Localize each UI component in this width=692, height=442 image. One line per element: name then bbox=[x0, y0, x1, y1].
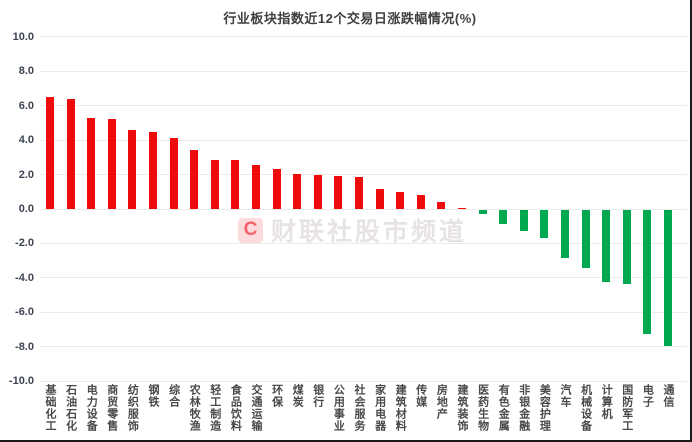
x-axis-label-钢铁: 钢铁 bbox=[147, 384, 159, 408]
x-axis-label-基础化工: 基础化工 bbox=[44, 384, 56, 432]
bar-环保 bbox=[272, 168, 281, 209]
x-axis-label-电子: 电子 bbox=[641, 384, 654, 408]
bar-交通运输 bbox=[252, 165, 260, 209]
gridline bbox=[40, 105, 687, 107]
bar-电力设备 bbox=[87, 117, 96, 209]
x-axis-label-纺织服饰: 纺织服饰 bbox=[126, 384, 139, 432]
y-axis-tick-label: 8.0 bbox=[18, 65, 34, 78]
gridline bbox=[40, 346, 687, 348]
bar-有色金属 bbox=[499, 210, 508, 224]
x-axis-label-煤炭: 煤炭 bbox=[291, 384, 304, 408]
x-axis-label-传媒: 传媒 bbox=[414, 384, 427, 408]
x-axis-label-公用事业: 公用事业 bbox=[332, 384, 345, 432]
bar-房地产 bbox=[437, 202, 446, 209]
bar-农林牧渔 bbox=[190, 149, 199, 209]
bar-汽车 bbox=[561, 210, 569, 259]
bar-电子 bbox=[643, 210, 652, 335]
bar-传媒 bbox=[416, 195, 425, 209]
bar-纺织服饰 bbox=[128, 129, 137, 209]
gridline bbox=[40, 380, 687, 382]
y-axis-tick-label: -2.0 bbox=[15, 237, 34, 250]
gridline bbox=[40, 277, 687, 279]
y-axis-tick-label: -8.0 bbox=[15, 340, 34, 353]
x-axis-label-社会服务: 社会服务 bbox=[353, 384, 365, 432]
x-axis-label-家用电器: 家用电器 bbox=[373, 384, 386, 432]
gridline bbox=[40, 70, 687, 72]
chart-title: 行业板块指数近12个交易日涨跌幅情况(%) bbox=[223, 11, 477, 26]
x-axis-label-房地产: 房地产 bbox=[435, 384, 448, 420]
x-axis-label-综合: 综合 bbox=[167, 384, 180, 408]
x-axis-label-国防军工: 国防军工 bbox=[620, 384, 633, 432]
bar-美容护理 bbox=[540, 210, 549, 239]
x-axis-label-建筑装饰: 建筑装饰 bbox=[456, 384, 468, 432]
gridline bbox=[40, 242, 687, 244]
bar-非银金融 bbox=[519, 210, 528, 231]
x-axis-label-交通运输: 交通运输 bbox=[250, 384, 262, 432]
bar-商贸零售 bbox=[107, 118, 116, 209]
y-axis-tick-label: 0.0 bbox=[18, 203, 34, 215]
gridline bbox=[40, 208, 687, 210]
bar-钢铁 bbox=[149, 132, 157, 209]
x-axis-label-医药生物: 医药生物 bbox=[476, 384, 489, 432]
bar-公用事业 bbox=[334, 176, 343, 209]
y-axis-tick-label: 6.0 bbox=[18, 99, 34, 112]
bar-石油石化 bbox=[66, 98, 75, 209]
x-axis-label-有色金属: 有色金属 bbox=[497, 384, 510, 432]
x-axis-label-计算机: 计算机 bbox=[600, 384, 613, 420]
cailianshe-logo-icon: C bbox=[238, 217, 263, 243]
y-axis-tick-label: 4.0 bbox=[18, 134, 34, 147]
gridline bbox=[40, 36, 687, 38]
y-axis-tick-label: -4.0 bbox=[15, 271, 34, 284]
x-axis-label-银行: 银行 bbox=[311, 384, 324, 408]
bar-通信 bbox=[664, 210, 672, 347]
bar-综合 bbox=[169, 138, 178, 209]
bar-国防军工 bbox=[622, 210, 631, 285]
bar-社会服务 bbox=[355, 177, 363, 209]
bar-计算机 bbox=[602, 210, 611, 283]
gridline bbox=[40, 139, 687, 141]
gridline bbox=[40, 311, 687, 313]
bar-银行 bbox=[313, 174, 322, 209]
bar-医药生物 bbox=[478, 210, 487, 215]
x-axis-label-汽车: 汽车 bbox=[559, 384, 571, 408]
x-axis-label-石油石化: 石油石化 bbox=[64, 384, 77, 432]
bar-食品饮料 bbox=[231, 159, 240, 209]
x-axis-label-建筑材料: 建筑材料 bbox=[394, 384, 407, 432]
x-axis-label-商贸零售: 商贸零售 bbox=[105, 384, 118, 432]
bar-家用电器 bbox=[375, 189, 384, 209]
x-axis-label-环保: 环保 bbox=[270, 384, 283, 408]
y-axis-tick-label: 2.0 bbox=[18, 168, 34, 181]
bar-建筑材料 bbox=[396, 191, 405, 209]
bar-轻工制造 bbox=[210, 159, 219, 209]
x-axis-label-轻工制造: 轻工制造 bbox=[208, 384, 221, 432]
y-axis-tick-label: 10.0 bbox=[12, 30, 34, 43]
bar-建筑装饰 bbox=[458, 208, 466, 209]
x-axis-label-通信: 通信 bbox=[662, 384, 674, 408]
x-axis-label-电力设备: 电力设备 bbox=[85, 384, 98, 432]
bar-机械设备 bbox=[581, 210, 590, 268]
x-axis-label-机械设备: 机械设备 bbox=[579, 384, 592, 432]
y-axis-tick-label: -10.0 bbox=[8, 375, 34, 388]
x-axis-label-非银金融: 非银金融 bbox=[517, 384, 530, 432]
gridline bbox=[40, 174, 687, 176]
x-axis-label-美容护理: 美容护理 bbox=[538, 384, 551, 432]
bar-基础化工 bbox=[46, 97, 54, 209]
x-axis-label-食品饮料: 食品饮料 bbox=[229, 384, 242, 432]
x-axis-label-农林牧渔: 农林牧渔 bbox=[188, 384, 201, 432]
bar-煤炭 bbox=[293, 173, 302, 209]
y-axis-tick-label: -6.0 bbox=[15, 306, 34, 319]
